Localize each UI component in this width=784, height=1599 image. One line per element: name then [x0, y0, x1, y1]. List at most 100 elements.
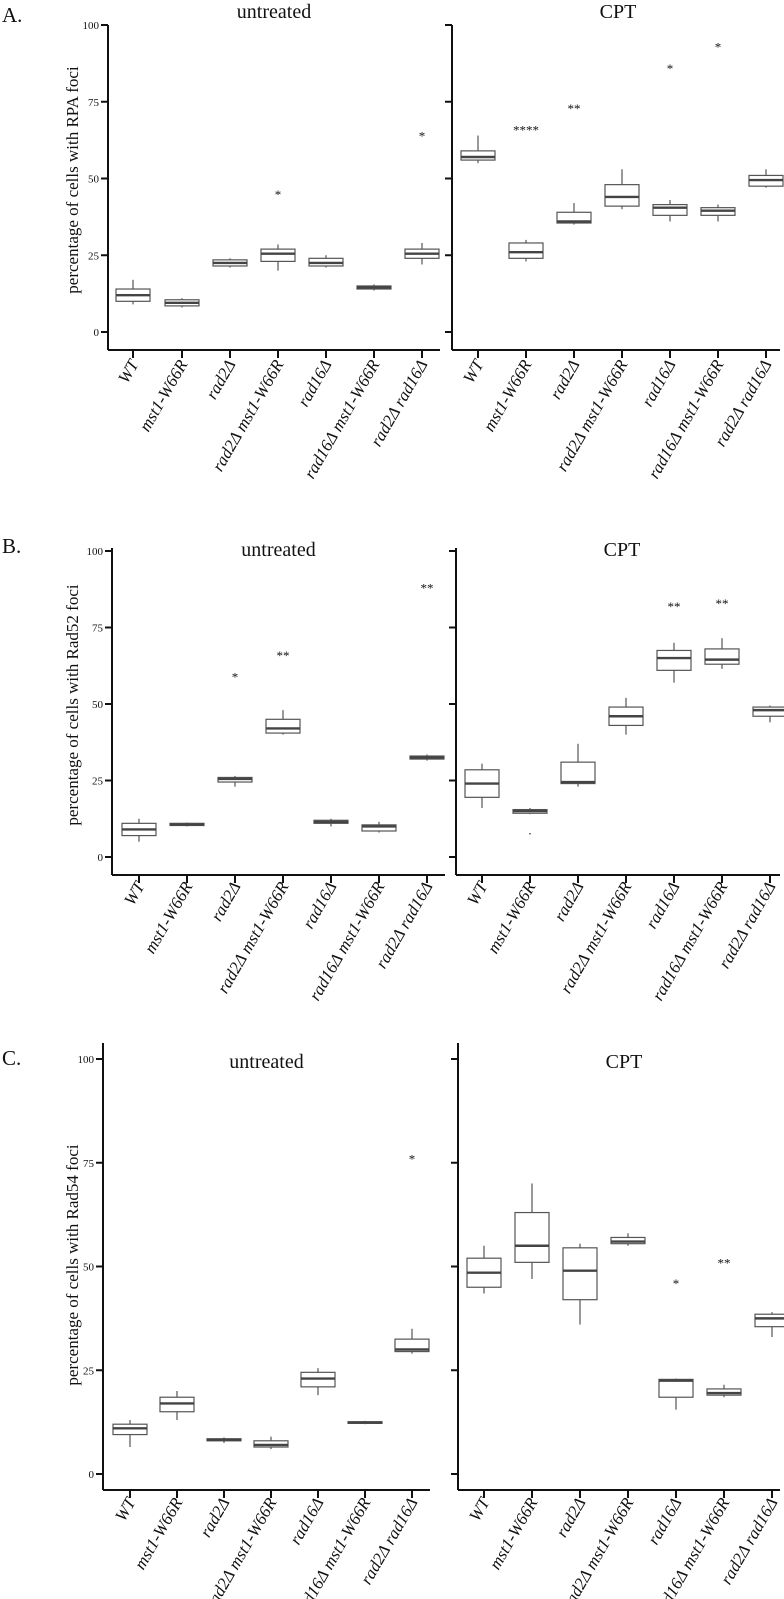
category-label: rad16Δ [642, 878, 684, 931]
box-rad16Δ: * rad16Δ [644, 1276, 694, 1548]
category-label: rad16Δ [638, 356, 680, 409]
significance-mark: ** [668, 599, 681, 614]
significance-mark: * [673, 1276, 680, 1291]
iqr-box [752, 706, 784, 717]
box-rad16Δ: * rad16Δ [638, 61, 688, 410]
box-rad2Δ: ** rad2Δ [546, 101, 592, 402]
significance-mark: * [715, 39, 722, 54]
category-label: rad2Δ [207, 878, 245, 924]
box-rad16Δ-mst1-W66R: **rad16Δ mst1-W66R [650, 1255, 742, 1599]
box-rad2Δ-mst1-W66R: *rad2Δ mst1-W66R [208, 187, 296, 475]
y-tick-label: 75 [92, 623, 104, 635]
box-WT: WT [465, 1245, 502, 1524]
subplot-title: untreated [241, 539, 315, 561]
panel-label: C. [2, 1046, 21, 1070]
iqr-box [656, 649, 692, 671]
category-label: mst1-W66R [485, 1494, 541, 1573]
y-axis-label: percentage of cells with Rad54 foci [63, 1144, 82, 1385]
subplot-title: untreated [237, 1, 311, 23]
box-rad2Δ: rad2Δ [202, 258, 248, 402]
category-label: WT [463, 877, 492, 908]
box-rad2Δ-mst1-W66R: rad2Δ mst1-W66R [556, 697, 644, 997]
box-WT: WT [120, 818, 157, 908]
box-rad16Δ: rad16Δ [294, 255, 344, 410]
box-rad2Δ-rad16Δ: **rad2Δ rad16Δ [372, 581, 445, 972]
box-WT: WT [459, 135, 496, 386]
box-mst1-W66R: mst1-W66R [135, 298, 200, 435]
category-label: mst1-W66R [483, 878, 539, 957]
y-tick-label: 50 [83, 1262, 95, 1274]
box-WT: WT [111, 1420, 148, 1524]
iqr-box [658, 1378, 694, 1398]
category-label: WT [111, 1493, 140, 1524]
category-label: mst1-W66R [479, 356, 535, 435]
y-tick-label: 75 [88, 97, 100, 109]
y-tick-label: 75 [83, 1158, 95, 1170]
category-label: rad2Δ [202, 356, 240, 402]
y-tick-label: 0 [98, 852, 104, 864]
box-rad2Δ-rad16Δ: *rad2Δ rad16Δ [357, 1152, 430, 1588]
box-rad2Δ-rad16Δ: rad2Δ rad16Δ [715, 705, 784, 972]
category-label: WT [120, 877, 149, 908]
box-rad2Δ-rad16Δ: rad2Δ rad16Δ [717, 1312, 784, 1588]
box-mst1-W66R: **** mst1-W66R [479, 122, 544, 435]
category-label: rad2Δ [196, 1494, 234, 1540]
iqr-box [754, 1313, 784, 1328]
category-label: mst1-W66R [130, 1494, 186, 1573]
category-label: mst1-W66R [135, 356, 191, 435]
significance-mark: * [275, 187, 282, 202]
y-tick-label: 25 [92, 776, 104, 788]
y-tick-label: 25 [88, 250, 100, 262]
category-label: rad2Δ [546, 356, 584, 402]
y-tick-label: 100 [83, 20, 100, 32]
y-tick-label: 50 [92, 699, 104, 711]
subplot-title: untreated [229, 1051, 303, 1073]
box-mst1-W66R: mst1-W66R [140, 822, 205, 957]
significance-mark: * [667, 61, 674, 76]
panel-label: A. [2, 3, 22, 27]
box-mst1-W66R: mst1-W66R [130, 1391, 195, 1573]
box-rad2Δ: * rad2Δ [207, 669, 253, 924]
iqr-box [460, 150, 496, 161]
box-rad2Δ: rad2Δ [196, 1437, 242, 1540]
box-rad16Δ: ** rad16Δ [642, 599, 692, 932]
category-label: rad2Δ [552, 1494, 590, 1540]
iqr-box [556, 211, 592, 224]
significance-mark: ** [277, 648, 290, 663]
significance-mark: * [409, 1152, 416, 1167]
y-axis-label: percentage of cells with Rad52 foci [63, 584, 82, 825]
y-tick-label: 0 [94, 327, 100, 339]
category-label: rad16Δ [286, 1494, 328, 1547]
y-axis-label: percentage of cells with RPA foci [63, 66, 82, 294]
figure-panel-b: B. percentage of cells with Rad52 foci 0 25… [2, 534, 784, 1004]
significance-mark: ** [718, 1255, 731, 1270]
category-label: rad16Δ [299, 878, 341, 931]
subplot-title: CPT [604, 539, 641, 561]
iqr-box [361, 824, 397, 832]
iqr-box [652, 203, 688, 216]
significance-mark: . [528, 822, 531, 837]
significance-mark: ** [716, 596, 729, 611]
box-rad2Δ: rad2Δ [550, 743, 596, 924]
box-rad2Δ-mst1-W66R: **rad2Δ mst1-W66R [213, 648, 301, 997]
box-WT: WT [463, 763, 500, 908]
significance-mark: * [419, 129, 426, 144]
iqr-box [508, 242, 544, 259]
significance-mark: * [232, 669, 239, 684]
iqr-box [260, 248, 296, 262]
subplot-title: CPT [600, 1, 637, 23]
y-tick-label: 0 [89, 1469, 95, 1481]
category-label: rad2Δ [550, 878, 588, 924]
y-tick-label: 25 [83, 1365, 95, 1377]
subplot-title: CPT [606, 1051, 643, 1073]
panel-label: B. [2, 534, 21, 558]
box-mst1-W66R: . mst1-W66R [483, 808, 548, 957]
significance-mark: ** [421, 581, 434, 596]
iqr-box [704, 648, 740, 665]
significance-mark: **** [513, 122, 539, 137]
box-WT: WT [114, 279, 151, 386]
